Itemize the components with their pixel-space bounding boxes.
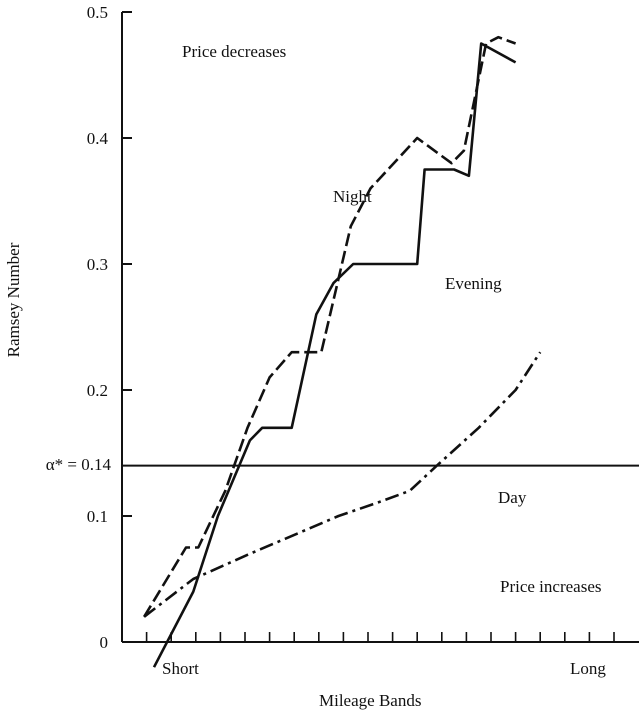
annotation-price-decreases: Price decreases [182, 42, 286, 61]
y-tick-label: 0.5 [87, 3, 108, 22]
series-label-night: Night [333, 187, 372, 206]
y-tick-label: 0.4 [87, 129, 109, 148]
y-tick-label: 0.2 [87, 381, 108, 400]
chart-series-layer [142, 35, 542, 668]
x-axis-label: Mileage Bands [319, 691, 421, 710]
series-label-evening: Evening [445, 274, 502, 293]
series-line-day [143, 351, 542, 618]
y-tick-label: 0.1 [87, 507, 108, 526]
series-line-evening [152, 42, 517, 668]
y-tick-label: 0 [100, 633, 109, 652]
annotation-price-increases: Price increases [500, 577, 601, 596]
chart-labels-layer: Price decreases Price increases Night Ev… [4, 42, 606, 710]
x-tick-label-long: Long [570, 659, 606, 678]
x-tick-label-short: Short [162, 659, 199, 678]
y-tick-label: 0.3 [87, 255, 108, 274]
series-line-night [142, 35, 517, 618]
reference-line-label: α* = 0.14 [46, 455, 112, 474]
series-label-day: Day [498, 488, 527, 507]
chart-axes: 0 0.1 0.2 0.3 0.4 0.5 [87, 3, 639, 652]
y-axis-label: Ramsey Number [4, 242, 23, 357]
